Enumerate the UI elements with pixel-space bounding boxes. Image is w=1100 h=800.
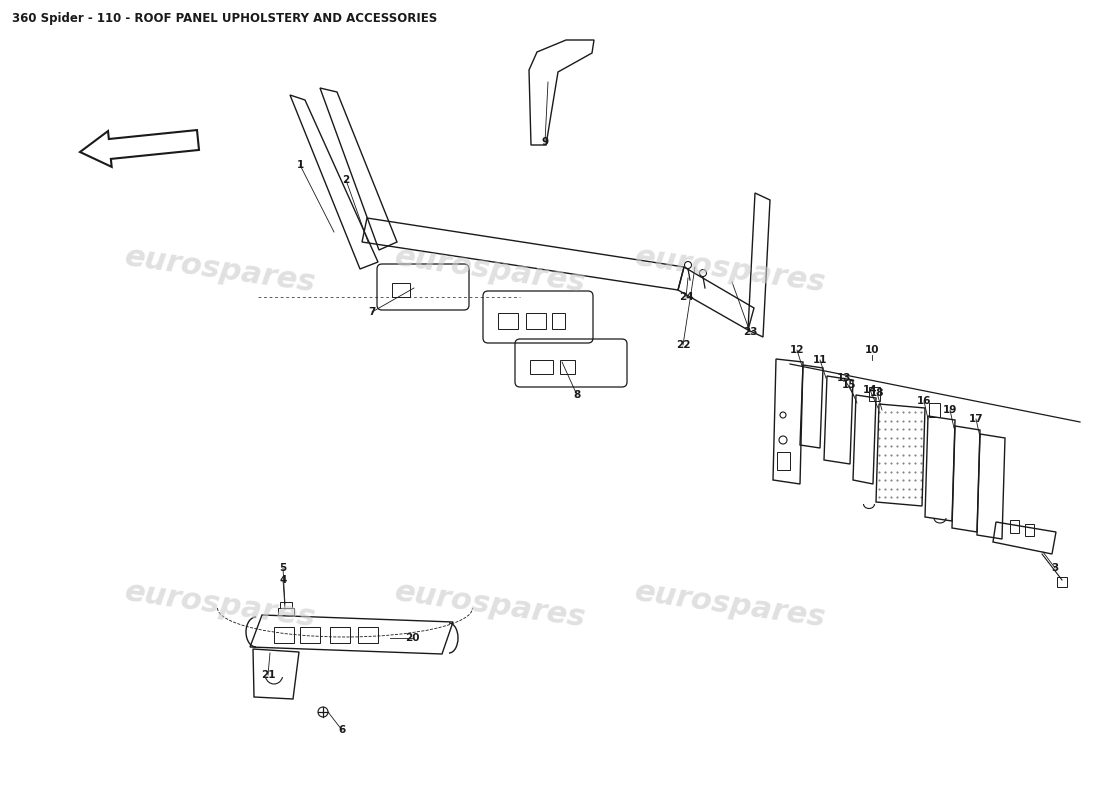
Bar (358, 627, 378, 643)
Bar (552, 313, 565, 329)
Text: 11: 11 (813, 355, 827, 365)
Text: 21: 21 (261, 670, 275, 680)
Text: 23: 23 (742, 327, 757, 337)
FancyArrow shape (80, 130, 199, 167)
Bar (274, 627, 294, 643)
Bar (777, 452, 790, 470)
Text: 3: 3 (1052, 563, 1058, 573)
Text: eurospares: eurospares (122, 242, 318, 298)
Bar (300, 627, 320, 643)
Bar (526, 313, 546, 329)
Bar (330, 627, 350, 643)
Bar (1010, 520, 1019, 533)
Bar (498, 313, 518, 329)
Text: eurospares: eurospares (393, 578, 587, 633)
Text: 9: 9 (541, 137, 549, 147)
Text: 360 Spider - 110 - ROOF PANEL UPHOLSTERY AND ACCESSORIES: 360 Spider - 110 - ROOF PANEL UPHOLSTERY… (12, 12, 438, 25)
Bar (392, 283, 410, 297)
Text: 14: 14 (862, 385, 878, 395)
Text: 8: 8 (573, 390, 581, 400)
Text: 20: 20 (405, 633, 419, 643)
Text: 7: 7 (368, 307, 376, 317)
Text: eurospares: eurospares (393, 242, 587, 298)
Text: 18: 18 (870, 388, 884, 398)
Text: 19: 19 (943, 405, 957, 415)
Text: 1: 1 (296, 160, 304, 170)
Text: 5: 5 (279, 563, 287, 573)
Text: 13: 13 (837, 373, 851, 383)
Bar (1057, 577, 1067, 587)
Text: 10: 10 (865, 345, 879, 355)
Bar (1025, 524, 1034, 536)
Text: 16: 16 (916, 396, 932, 406)
Text: 6: 6 (339, 725, 345, 735)
Text: eurospares: eurospares (122, 578, 318, 633)
Text: 12: 12 (790, 345, 804, 355)
Text: 17: 17 (969, 414, 983, 424)
Text: eurospares: eurospares (632, 242, 827, 298)
Bar (530, 360, 553, 374)
Text: eurospares: eurospares (632, 578, 827, 633)
Text: 4: 4 (279, 575, 287, 585)
Bar (280, 602, 292, 608)
Text: 24: 24 (679, 292, 693, 302)
Bar (278, 608, 294, 615)
Text: 15: 15 (842, 380, 856, 390)
Text: 22: 22 (675, 340, 691, 350)
Text: 2: 2 (342, 175, 350, 185)
Bar (869, 387, 880, 401)
Bar (930, 403, 940, 417)
Bar (560, 360, 575, 374)
